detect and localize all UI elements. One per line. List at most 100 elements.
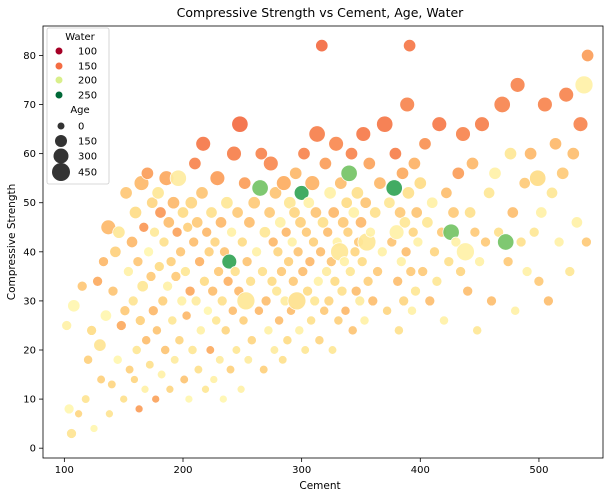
data-point bbox=[347, 206, 360, 219]
data-point bbox=[153, 261, 165, 272]
data-point bbox=[521, 266, 533, 277]
data-point bbox=[431, 275, 443, 287]
data-point bbox=[558, 86, 574, 103]
data-point bbox=[282, 335, 293, 346]
data-point bbox=[564, 266, 576, 277]
data-point bbox=[424, 295, 436, 307]
data-point bbox=[309, 206, 322, 219]
legend-hue-title: Water bbox=[65, 32, 95, 43]
data-point bbox=[362, 275, 374, 287]
data-point bbox=[125, 235, 139, 249]
data-point bbox=[376, 115, 394, 133]
data-point bbox=[469, 226, 481, 238]
data-point bbox=[276, 266, 287, 277]
data-point bbox=[274, 216, 287, 229]
data-point bbox=[201, 226, 213, 238]
data-point bbox=[440, 186, 453, 199]
data-point bbox=[323, 295, 335, 307]
data-point bbox=[92, 275, 103, 287]
data-point bbox=[140, 384, 150, 394]
data-point bbox=[439, 315, 449, 326]
data-point bbox=[257, 266, 268, 277]
data-point bbox=[431, 116, 448, 132]
data-point bbox=[238, 315, 249, 326]
data-point bbox=[99, 309, 112, 322]
data-point bbox=[184, 285, 196, 297]
data-point bbox=[280, 226, 292, 238]
data-point bbox=[301, 226, 312, 238]
data-point bbox=[407, 226, 419, 238]
data-point bbox=[205, 206, 218, 219]
data-point bbox=[199, 275, 210, 287]
data-point bbox=[276, 175, 292, 191]
data-point bbox=[227, 305, 238, 316]
data-point bbox=[238, 176, 252, 190]
y-tick-label: 50 bbox=[23, 198, 36, 209]
data-point bbox=[319, 305, 330, 316]
data-point bbox=[297, 266, 309, 277]
data-point bbox=[464, 206, 477, 219]
x-tick-label: 500 bbox=[529, 465, 548, 476]
data-point bbox=[202, 305, 213, 316]
data-point bbox=[502, 256, 514, 267]
data-point bbox=[166, 196, 181, 210]
data-point bbox=[456, 242, 475, 262]
data-point bbox=[581, 48, 595, 63]
data-point bbox=[222, 275, 234, 287]
y-tick-label: 30 bbox=[23, 296, 36, 307]
data-point bbox=[421, 216, 434, 229]
data-point bbox=[254, 147, 268, 161]
data-point bbox=[287, 275, 299, 287]
data-point bbox=[410, 285, 421, 297]
data-point bbox=[382, 305, 393, 316]
data-point bbox=[259, 364, 269, 375]
data-point bbox=[207, 285, 219, 297]
data-point bbox=[93, 338, 107, 352]
data-point bbox=[74, 409, 83, 419]
data-point bbox=[333, 315, 344, 326]
data-point bbox=[184, 394, 194, 404]
data-point bbox=[535, 206, 548, 219]
data-point bbox=[344, 147, 359, 161]
data-point bbox=[407, 156, 421, 171]
data-point bbox=[81, 394, 91, 404]
data-point bbox=[309, 295, 321, 307]
data-point bbox=[225, 364, 236, 375]
data-point bbox=[179, 374, 189, 385]
data-point bbox=[315, 39, 329, 53]
data-point bbox=[141, 335, 152, 346]
y-tick-label: 60 bbox=[23, 149, 36, 160]
data-point bbox=[190, 295, 202, 307]
data-point bbox=[395, 256, 407, 267]
data-point bbox=[236, 291, 256, 311]
data-point bbox=[293, 185, 310, 201]
legend-hue-label: 150 bbox=[78, 62, 97, 73]
data-point bbox=[337, 216, 350, 229]
data-point bbox=[181, 310, 192, 321]
legend-size-marker bbox=[57, 122, 65, 130]
data-point bbox=[269, 345, 280, 355]
data-point bbox=[107, 379, 117, 390]
data-point bbox=[107, 285, 119, 297]
data-point bbox=[220, 325, 231, 336]
data-point bbox=[350, 285, 362, 297]
data-point bbox=[388, 224, 405, 240]
data-point bbox=[407, 305, 417, 316]
data-point bbox=[146, 196, 159, 209]
data-point bbox=[376, 246, 388, 258]
data-point bbox=[417, 266, 429, 277]
data-point bbox=[297, 147, 311, 161]
data-point bbox=[231, 206, 244, 219]
data-point bbox=[314, 335, 325, 346]
data-point bbox=[474, 256, 485, 267]
data-point bbox=[231, 115, 249, 133]
data-point bbox=[465, 156, 480, 171]
legend-hue-label: 250 bbox=[78, 91, 97, 102]
data-point bbox=[209, 236, 221, 248]
data-point bbox=[140, 166, 154, 180]
data-point bbox=[194, 256, 205, 267]
data-point bbox=[574, 75, 594, 95]
data-point bbox=[292, 246, 304, 258]
data-point bbox=[258, 226, 271, 239]
data-point bbox=[405, 266, 417, 277]
